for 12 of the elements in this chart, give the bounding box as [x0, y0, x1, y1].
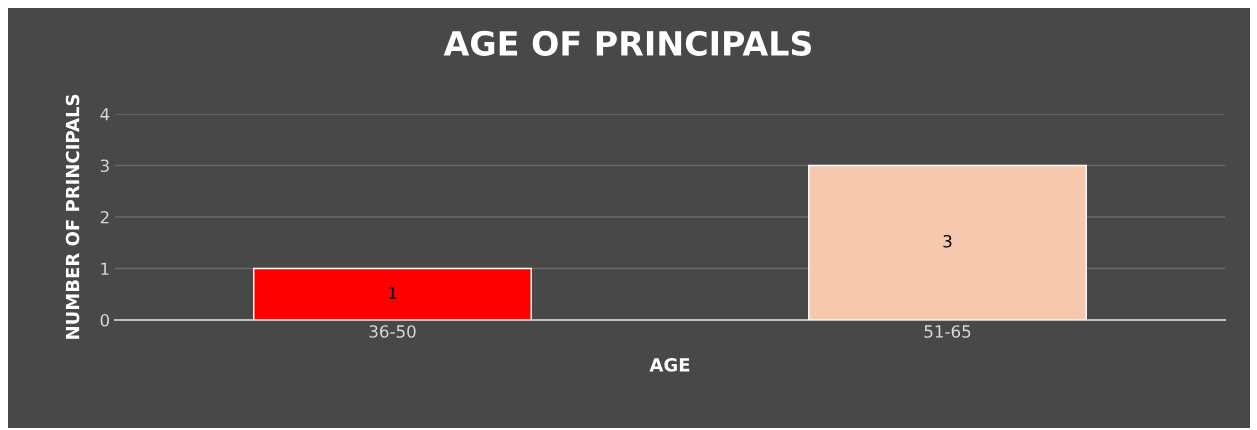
x-axis-title: AGE — [649, 357, 690, 372]
y-tick-label: 1 — [101, 262, 109, 275]
y-tick-label: 0 — [100, 313, 110, 327]
x-tick-label: 51-65 — [924, 325, 971, 338]
y-tick-label: 3 — [100, 159, 109, 173]
chart-title: AGE OF PRINCIPALS — [443, 30, 812, 56]
x-tick-label: 36-50 — [369, 325, 416, 338]
data-label: 1 — [389, 286, 397, 299]
data-label: 3 — [943, 234, 952, 248]
y-axis-title: NUMBER OF PRINCIPALS — [65, 94, 80, 339]
y-tick-label: 2 — [100, 210, 109, 224]
y-tick-label: 4 — [100, 108, 110, 121]
